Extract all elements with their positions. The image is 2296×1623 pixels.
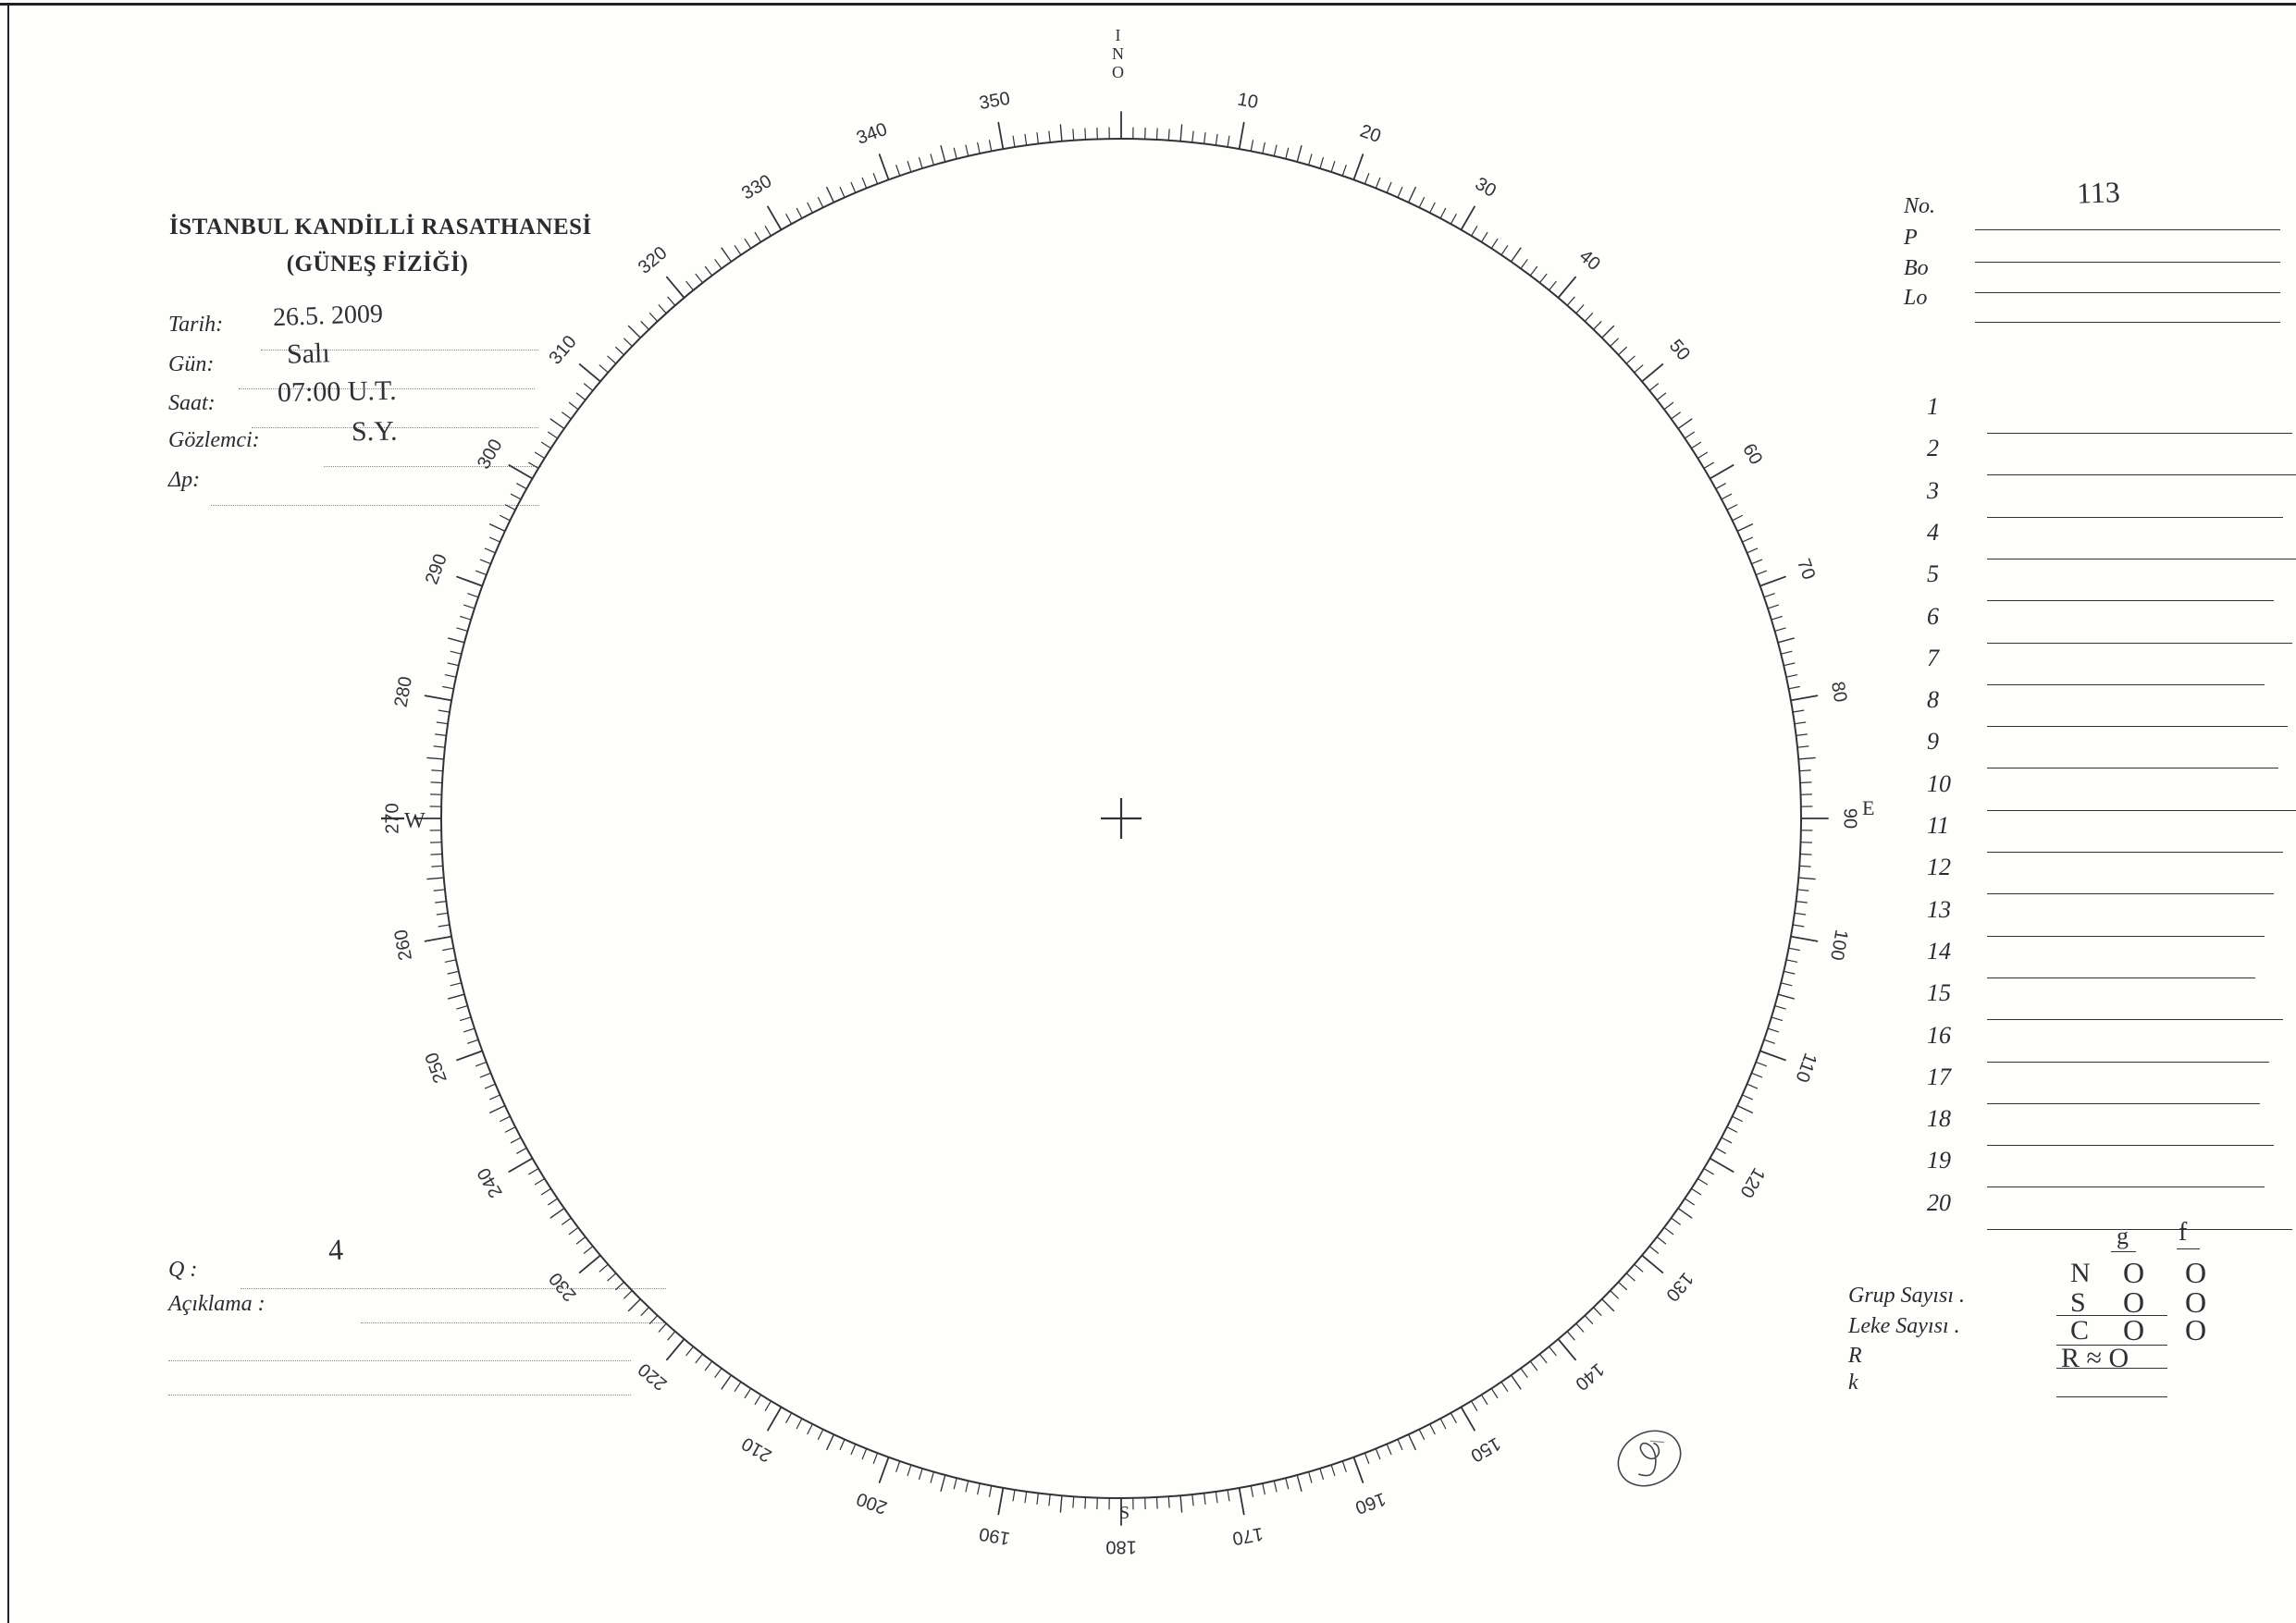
svg-text:150: 150: [1467, 1432, 1504, 1466]
svg-text:110: 110: [1791, 1051, 1821, 1085]
svg-text:350: 350: [978, 89, 1012, 114]
svg-text:60: 60: [1738, 440, 1766, 468]
svg-text:160: 160: [1352, 1488, 1389, 1518]
svg-text:200: 200: [854, 1488, 890, 1518]
svg-text:50: 50: [1665, 336, 1694, 364]
svg-text:330: 330: [738, 171, 775, 204]
svg-text:240: 240: [474, 1164, 507, 1201]
svg-text:90: 90: [1840, 808, 1860, 829]
svg-text:230: 230: [545, 1269, 580, 1306]
svg-text:310: 310: [545, 332, 580, 369]
svg-text:130: 130: [1661, 1269, 1697, 1306]
svg-text:320: 320: [635, 242, 672, 277]
svg-text:30: 30: [1472, 174, 1500, 202]
svg-text:180: 180: [1105, 1537, 1136, 1557]
svg-text:210: 210: [738, 1432, 775, 1466]
svg-text:300: 300: [474, 436, 507, 473]
svg-text:220: 220: [635, 1359, 672, 1394]
svg-text:190: 190: [978, 1523, 1012, 1548]
svg-text:250: 250: [422, 1050, 451, 1086]
svg-text:20: 20: [1357, 121, 1383, 147]
svg-text:340: 340: [854, 119, 890, 149]
svg-text:10: 10: [1236, 90, 1260, 114]
svg-text:260: 260: [391, 928, 416, 962]
svg-text:100: 100: [1826, 928, 1851, 962]
svg-text:120: 120: [1735, 1164, 1769, 1201]
svg-text:170: 170: [1230, 1523, 1265, 1548]
svg-text:40: 40: [1575, 246, 1604, 275]
svg-text:290: 290: [422, 551, 451, 587]
svg-text:140: 140: [1572, 1359, 1609, 1394]
svg-text:280: 280: [391, 675, 416, 709]
svg-text:80: 80: [1827, 680, 1851, 704]
svg-text:70: 70: [1793, 556, 1819, 582]
